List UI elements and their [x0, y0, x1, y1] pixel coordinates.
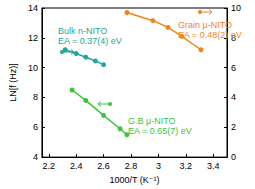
svg-text:2.8: 2.8 [125, 161, 138, 171]
svg-text:EA = 0.65(7) eV: EA = 0.65(7) eV [128, 126, 192, 136]
svg-text:2.6: 2.6 [97, 161, 110, 171]
svg-text:EA = 0.48(2) eV: EA = 0.48(2) eV [178, 30, 242, 40]
svg-text:4: 4 [231, 92, 236, 102]
svg-text:0: 0 [231, 152, 236, 162]
svg-text:2.2: 2.2 [43, 161, 56, 171]
svg-text:12: 12 [28, 33, 38, 43]
svg-text:10: 10 [231, 3, 241, 13]
svg-text:6: 6 [33, 122, 38, 132]
svg-text:Grain μ-NITO: Grain μ-NITO [178, 20, 232, 30]
svg-text:1000/T (K⁻¹): 1000/T (K⁻¹) [109, 175, 159, 185]
svg-text:3: 3 [156, 161, 161, 171]
svg-text:G.B μ-NITO: G.B μ-NITO [128, 116, 176, 126]
svg-text:14: 14 [28, 3, 38, 13]
svg-text:10: 10 [28, 63, 38, 73]
svg-text:EA = 0.37(4) eV: EA = 0.37(4) eV [58, 36, 122, 46]
svg-text:3.4: 3.4 [207, 161, 220, 171]
svg-text:8: 8 [33, 92, 38, 102]
svg-text:2: 2 [231, 122, 236, 132]
svg-text:6: 6 [231, 63, 236, 73]
svg-text:3.2: 3.2 [180, 161, 193, 171]
svg-text:4: 4 [33, 152, 38, 162]
svg-text:LN[f (Hz)]: LN[f (Hz)] [8, 63, 18, 102]
svg-text:Bulk n-NITO: Bulk n-NITO [58, 26, 107, 36]
svg-text:2.4: 2.4 [70, 161, 83, 171]
